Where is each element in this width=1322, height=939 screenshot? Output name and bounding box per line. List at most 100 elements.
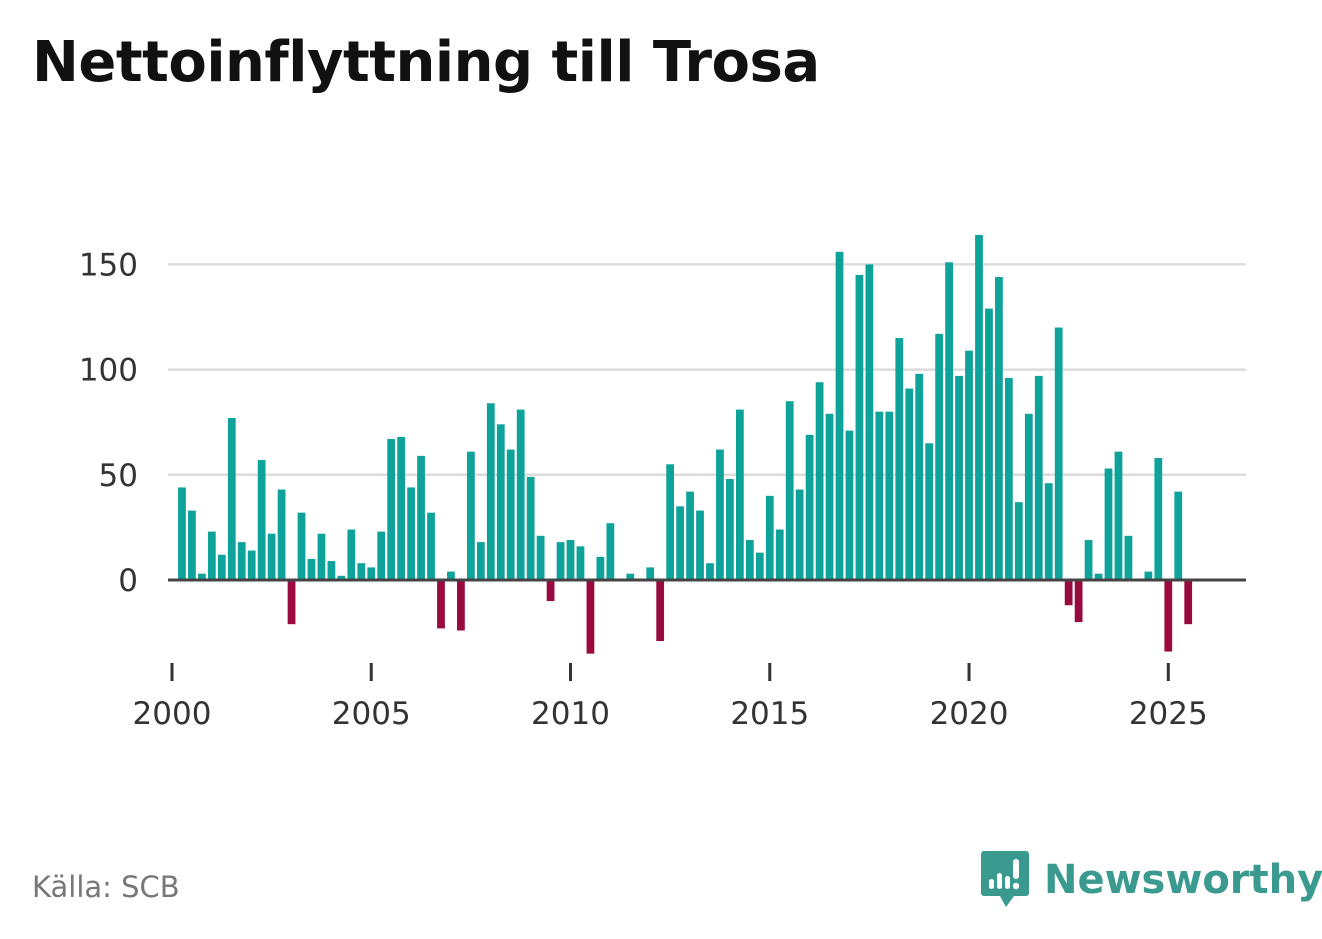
bar xyxy=(337,575,346,580)
newsworthy-chart-icon xyxy=(981,851,1029,907)
bar xyxy=(815,382,824,580)
x-tick-label: 2020 xyxy=(930,696,1009,732)
bar xyxy=(257,460,266,580)
bar xyxy=(995,277,1003,580)
bar xyxy=(1004,378,1013,580)
bar xyxy=(965,350,973,580)
bars xyxy=(178,234,1193,654)
x-axis-ticks: 2000 2005 2010 2015 2020 2025 xyxy=(133,663,1208,732)
bar xyxy=(885,411,894,580)
bar xyxy=(437,580,445,629)
gridlines xyxy=(168,263,1246,477)
bar xyxy=(706,563,714,580)
bar xyxy=(825,413,834,580)
bar xyxy=(417,455,425,580)
bar xyxy=(267,533,276,580)
bar xyxy=(646,567,655,580)
bar xyxy=(536,535,545,580)
bar xyxy=(377,531,386,580)
bar xyxy=(357,563,366,580)
bar xyxy=(188,510,196,580)
bar xyxy=(586,580,595,654)
bar xyxy=(277,489,286,580)
x-tick-label: 2000 xyxy=(133,696,212,732)
bar xyxy=(397,436,406,580)
bar xyxy=(447,571,455,580)
bar xyxy=(775,529,784,580)
bar xyxy=(1154,457,1163,580)
bar xyxy=(735,409,744,580)
bar xyxy=(287,580,296,625)
bar xyxy=(178,487,186,580)
bar xyxy=(795,489,804,580)
bar xyxy=(945,262,953,580)
x-tick-label: 2025 xyxy=(1129,696,1208,732)
bar xyxy=(676,506,684,580)
bar xyxy=(486,403,495,580)
bar xyxy=(745,540,754,580)
bar xyxy=(506,449,515,580)
source-label: Källa: SCB xyxy=(32,870,180,904)
bar xyxy=(546,580,555,602)
bar xyxy=(1124,535,1133,580)
bar xyxy=(755,552,764,580)
y-tick-label: 150 xyxy=(79,247,138,283)
bar xyxy=(317,533,326,580)
bar xyxy=(1044,483,1053,580)
bar xyxy=(905,388,914,580)
bar xyxy=(496,424,505,580)
bar xyxy=(576,546,585,580)
chart-title: Nettoinflyttning till Trosa xyxy=(32,30,820,95)
y-axis-ticks: 0 50 100 150 xyxy=(79,247,138,599)
bar xyxy=(217,554,226,580)
bar xyxy=(716,449,724,580)
bar xyxy=(596,556,605,580)
bar xyxy=(1164,580,1173,652)
y-tick-label: 50 xyxy=(99,458,138,494)
bar xyxy=(516,409,525,580)
bar xyxy=(1174,491,1183,580)
bar xyxy=(1184,580,1193,625)
x-tick-label: 2015 xyxy=(730,696,809,732)
bar xyxy=(845,430,854,580)
x-tick-label: 2010 xyxy=(531,696,610,732)
bar xyxy=(407,487,415,580)
bar xyxy=(457,580,465,631)
bar xyxy=(955,375,963,580)
brand-name: Newsworthy xyxy=(1044,857,1322,903)
bar xyxy=(875,411,884,580)
bar xyxy=(855,274,864,580)
bar xyxy=(626,573,635,580)
bar xyxy=(427,512,435,580)
bar xyxy=(387,439,396,580)
x-tick-label: 2005 xyxy=(332,696,411,732)
bar xyxy=(476,542,485,580)
bar xyxy=(785,401,794,580)
y-tick-label: 100 xyxy=(79,353,138,389)
bar xyxy=(1024,413,1033,580)
bar xyxy=(1084,540,1093,580)
y-tick-label: 0 xyxy=(118,563,138,599)
bar xyxy=(975,234,983,580)
bar xyxy=(606,523,615,580)
bar xyxy=(347,529,356,580)
bar xyxy=(197,573,206,580)
bar xyxy=(1094,573,1103,580)
bar xyxy=(1114,451,1123,580)
bar xyxy=(895,338,904,580)
bar xyxy=(686,491,694,580)
bar xyxy=(566,540,575,580)
bar xyxy=(207,531,216,580)
bar xyxy=(367,567,376,580)
bar xyxy=(666,464,675,580)
bar xyxy=(1144,571,1153,580)
bar xyxy=(1034,375,1043,580)
bar xyxy=(1104,468,1113,580)
bar xyxy=(726,479,734,580)
bar xyxy=(1074,580,1083,623)
bar xyxy=(1064,580,1073,606)
bar xyxy=(556,542,565,580)
bar xyxy=(865,264,874,580)
bar xyxy=(237,542,246,580)
